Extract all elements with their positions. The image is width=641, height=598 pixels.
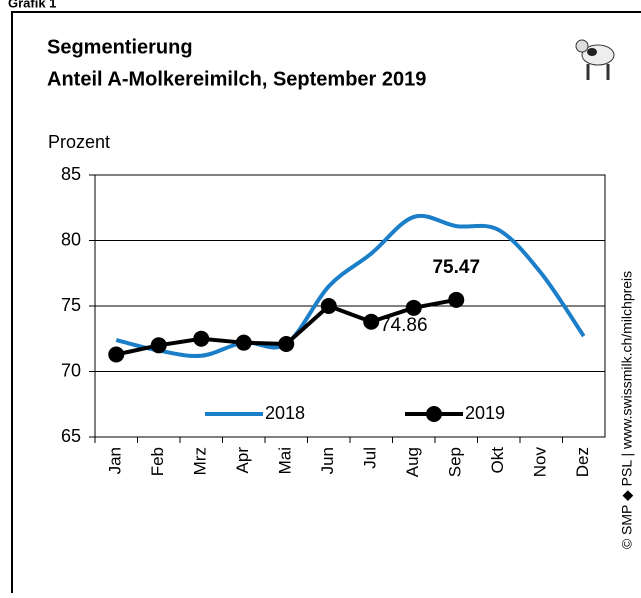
chart-subtitle: Anteil A-Molkereimilch, September 2019 — [47, 68, 426, 90]
chart-title: Segmentierung — [47, 36, 193, 58]
point — [363, 314, 379, 330]
x-tick-label: Jan — [106, 447, 125, 474]
point — [193, 331, 209, 347]
point — [278, 336, 294, 352]
series-line — [116, 216, 584, 356]
legend-label: 2018 — [265, 403, 305, 423]
y-label: Prozent — [48, 132, 110, 152]
figure-label: Grafik 1 — [8, 0, 56, 10]
point — [236, 335, 252, 351]
x-tick-label: Feb — [148, 447, 167, 476]
x-tick-label: Sep — [446, 447, 465, 477]
data-label: 75.47 — [432, 257, 480, 278]
x-tick-label: Jul — [361, 447, 380, 469]
source: © SMP ◆ PSL | www.swissmilk.ch/milchprei… — [619, 271, 635, 549]
y-tick-label: 70 — [61, 360, 81, 380]
x-tick-label: Okt — [488, 447, 507, 474]
y-tick-label: 85 — [61, 164, 81, 184]
point — [151, 337, 167, 353]
y-tick-label: 65 — [61, 426, 81, 446]
x-tick-label: Mrz — [191, 447, 210, 475]
x-tick-label: Apr — [233, 447, 252, 474]
x-tick-label: Dez — [573, 447, 592, 477]
legend-label: 2019 — [465, 403, 505, 423]
y-tick-label: 80 — [61, 229, 81, 249]
y-tick-label: 75 — [61, 295, 81, 315]
x-tick-label: Nov — [531, 447, 550, 478]
point — [406, 300, 422, 316]
chart: Grafik 1 Segmentierung Anteil A-Molkerei… — [0, 0, 641, 593]
point — [108, 346, 124, 362]
x-tick-label: Jun — [318, 447, 337, 474]
legend-marker — [426, 406, 442, 422]
x-tick-label: Aug — [403, 447, 422, 477]
point — [448, 292, 464, 308]
point — [321, 298, 337, 314]
x-tick-label: Mai — [276, 447, 295, 474]
data-label: 74.86 — [380, 315, 428, 336]
cow-icon — [576, 40, 614, 80]
